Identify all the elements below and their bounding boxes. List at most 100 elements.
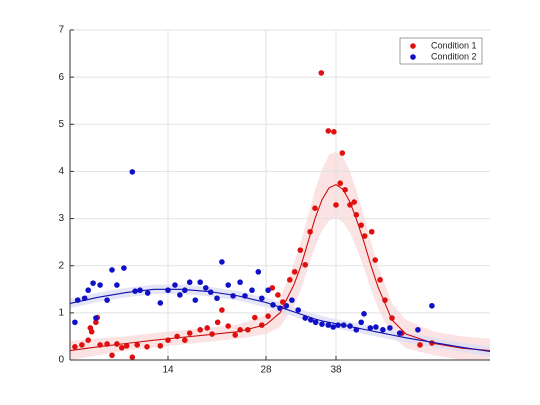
point [396,330,403,336]
legend-marker [410,43,416,49]
point [129,354,136,360]
y-tick-label: 2 [58,260,64,271]
point [90,280,96,286]
point [429,302,435,309]
point [335,322,341,328]
point [333,202,339,208]
point [109,352,115,359]
point [387,325,393,331]
point [182,287,188,294]
point [265,287,271,294]
point [297,247,304,253]
y-tick-label: 7 [58,25,64,36]
bands [70,151,490,360]
y-tick-label: 0 [58,355,64,366]
point [197,327,203,333]
point [79,342,85,348]
point [289,297,295,303]
point [232,332,238,338]
point [72,319,78,326]
grid: 0 1 2 3 4 5 6 7 14 28 38 [58,25,490,376]
point [373,324,379,330]
point [197,279,203,286]
point [291,269,298,275]
point [144,290,151,296]
point [368,228,375,235]
point [172,282,178,288]
point [339,150,346,156]
y-tick-label: 3 [58,213,64,224]
point [319,321,325,327]
point [203,285,209,291]
point [337,180,344,187]
marks [69,70,491,360]
point [186,279,193,286]
point [325,322,332,328]
point [85,337,91,344]
y-tick-label: 5 [58,119,64,130]
x-tick-label: 14 [162,365,174,376]
point [330,324,337,330]
point [225,323,231,329]
point [177,292,183,298]
point [219,307,225,313]
point [192,297,199,303]
point [361,233,368,239]
point [417,342,423,348]
point [259,295,265,302]
point [157,300,164,306]
point [114,341,120,347]
point [121,265,127,271]
point [252,314,258,321]
point [269,285,276,291]
point [157,343,164,349]
point [380,327,386,333]
point [415,327,421,333]
fit-line [69,183,491,352]
point [93,315,99,321]
y-tick-label: 1 [58,307,64,318]
point [377,277,383,283]
fit-line [69,288,491,353]
point [351,199,358,205]
point [119,344,125,351]
point [312,319,319,326]
point [318,70,325,76]
x-tick-label: 38 [330,365,342,376]
point [325,128,332,134]
point [372,257,379,263]
point [287,277,293,283]
point [123,343,130,349]
point [204,325,210,331]
confidence-band [70,151,490,360]
legend-label: Condition 2 [431,51,477,61]
point [255,269,262,275]
point [72,344,78,350]
point [358,222,365,228]
point [295,307,302,313]
point [275,292,281,298]
point [134,342,140,348]
point [225,282,231,288]
x-tick-label: 28 [260,365,272,376]
point [361,311,367,317]
point [144,344,150,350]
point [302,261,309,268]
point [214,319,221,326]
point [237,279,243,286]
point [93,319,99,326]
point [265,313,271,319]
point [109,267,115,273]
point [219,259,225,265]
point [358,319,365,326]
point [186,330,193,336]
y-tick-label: 4 [58,166,64,177]
point [312,205,318,211]
legend-marker [410,54,416,60]
y-tick-label: 6 [58,72,64,83]
point [283,302,290,309]
point [165,287,171,294]
point [331,129,337,135]
point [214,295,220,302]
